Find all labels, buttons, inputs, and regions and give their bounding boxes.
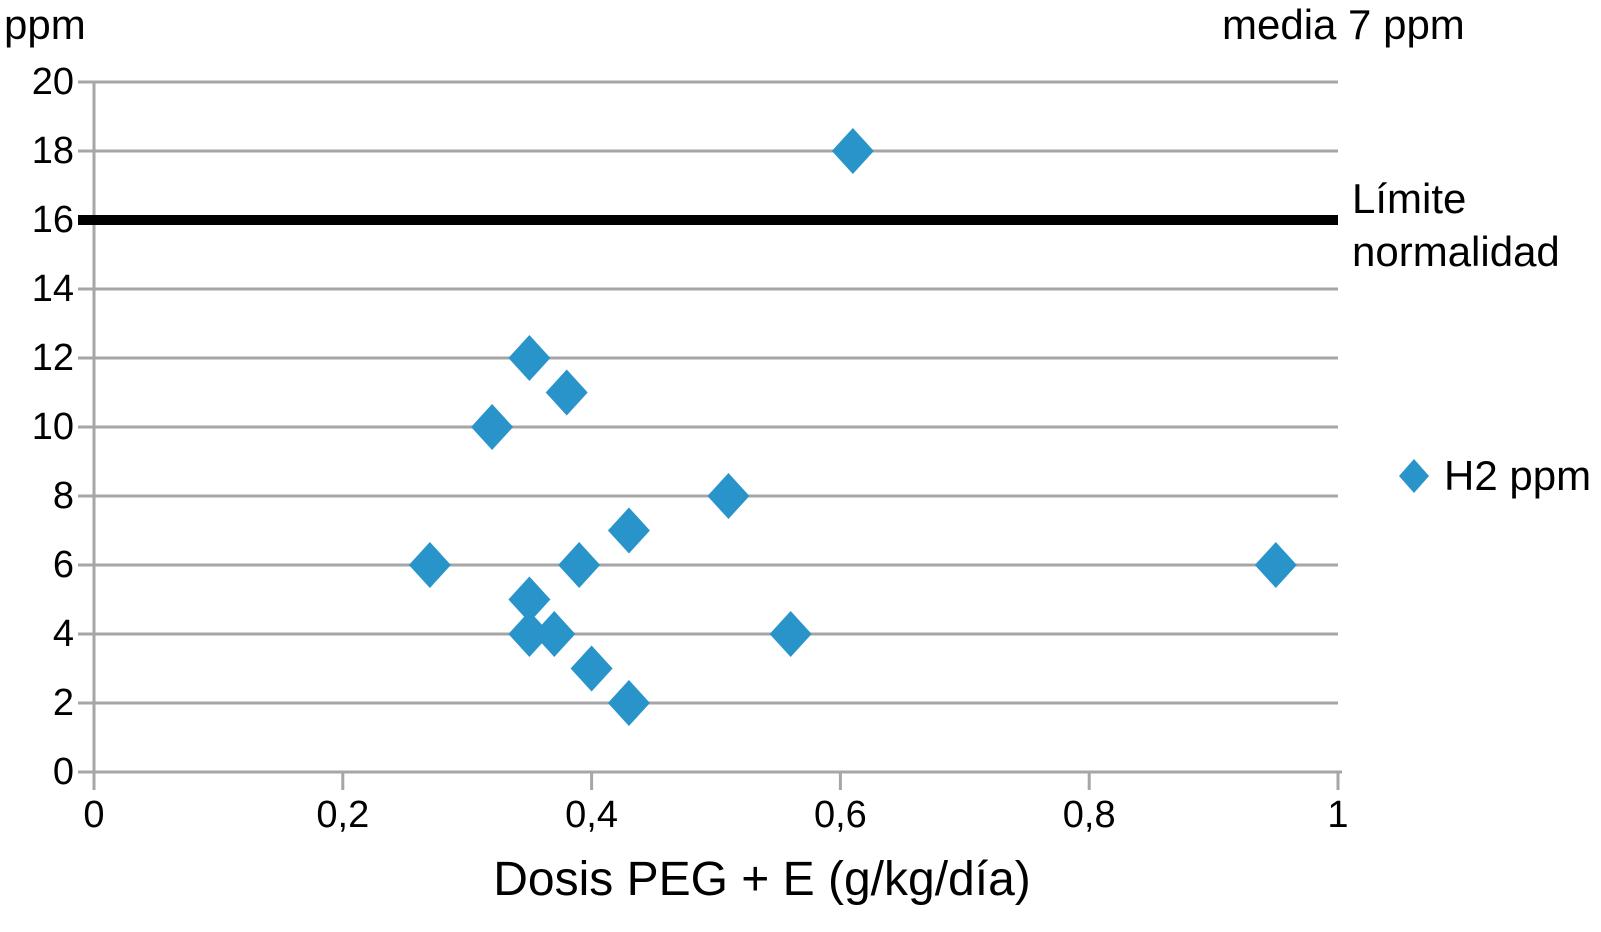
x-tick-label-0: 0 [83, 794, 105, 836]
data-point [607, 680, 650, 726]
y-tick-label-10: 10 [31, 406, 74, 448]
y-tick-label-14: 14 [31, 268, 74, 310]
x-tick-label-0,2: 0,2 [316, 794, 370, 836]
mean-annotation: media 7 ppm [1222, 1, 1465, 48]
y-tick-label-0: 0 [52, 751, 74, 793]
data-point [707, 473, 750, 519]
data-point [607, 507, 650, 554]
x-tick-label-0,4: 0,4 [565, 794, 618, 836]
legend: H2 ppm [1398, 452, 1591, 500]
x-tick-label-1: 1 [1327, 794, 1349, 836]
y-axis-unit-label: ppm [4, 1, 86, 48]
legend-entry-label: H2 ppm [1444, 452, 1592, 499]
limit-line-label: Límite normalidad [1352, 172, 1560, 278]
data-point [533, 611, 576, 657]
x-tick-label-0,8: 0,8 [1062, 794, 1116, 836]
limit-line-label-line2: normalidad [1352, 228, 1560, 275]
data-point [1254, 542, 1297, 588]
data-point [570, 645, 613, 692]
x-tick-label-0,6: 0,6 [813, 794, 867, 836]
data-point [769, 611, 812, 657]
data-point [545, 369, 588, 416]
data-point [408, 542, 451, 588]
data-point [558, 542, 601, 588]
y-tick-label-18: 18 [31, 130, 74, 172]
y-tick-label-4: 4 [52, 613, 74, 655]
data-point [508, 576, 551, 623]
data-point [831, 128, 874, 174]
y-tick-label-20: 20 [31, 61, 74, 103]
legend-diamond-icon [1399, 459, 1429, 493]
y-tick-label-12: 12 [31, 337, 74, 379]
y-tick-label-2: 2 [52, 682, 74, 724]
y-tick-label-6: 6 [52, 544, 74, 586]
data-point [508, 335, 551, 381]
data-point [508, 611, 551, 657]
y-tick-label-8: 8 [52, 475, 74, 517]
x-axis-title: Dosis PEG + E (g/kg/día) [493, 853, 1031, 906]
limit-line-label-line1: Límite [1352, 175, 1467, 222]
y-tick-label-16: 16 [31, 199, 74, 241]
data-point [471, 404, 514, 450]
